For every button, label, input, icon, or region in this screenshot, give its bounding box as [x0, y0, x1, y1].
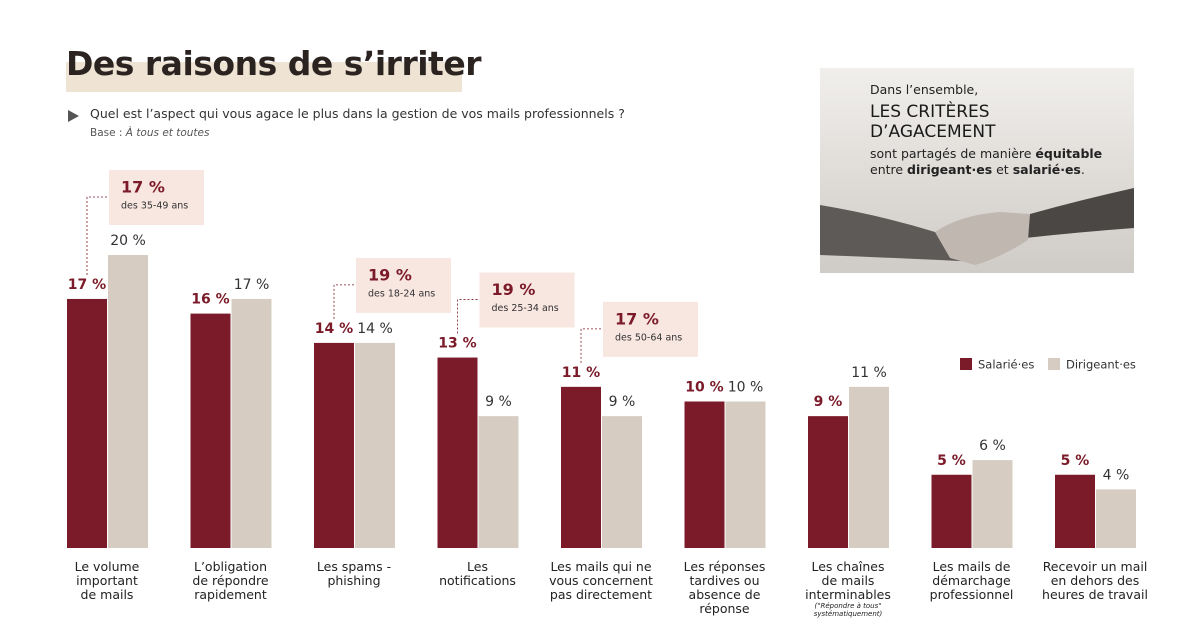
callout-text: des 35-49 ans	[121, 201, 188, 212]
title: Des raisons de s’irriter	[66, 44, 481, 83]
x-tick-label: Les spams - phishing	[316, 559, 392, 588]
side-panel: Dans l’ensemble, LES CRITÈRES D’AGACEMEN…	[870, 82, 1130, 178]
bar	[602, 416, 642, 548]
bullet	[68, 110, 79, 122]
panel-text: dirigeant·es	[907, 162, 993, 177]
bar	[314, 342, 354, 548]
panel-text: équitable	[1035, 146, 1103, 161]
value-label: 16 %	[191, 292, 229, 308]
x-tick-label: Recevoir un mail en dehors des heures de…	[1042, 559, 1148, 602]
bar	[931, 474, 972, 548]
x-tick-label: Les réponses tardives ou absence de répo…	[683, 559, 766, 616]
legend-swatch	[960, 358, 972, 370]
callout-value: 17 %	[615, 309, 659, 328]
callout-value: 19 %	[368, 265, 412, 284]
value-label: 11 %	[851, 365, 887, 381]
callout-box	[109, 170, 204, 225]
callout-line	[333, 284, 356, 319]
callout-value: 17 %	[121, 178, 165, 197]
x-tick-label: Les notifications	[439, 559, 516, 588]
bar	[808, 416, 848, 548]
callout-line	[457, 299, 480, 334]
bar	[478, 416, 519, 548]
subtitle: Quel est l’aspect qui vous agace le plus…	[90, 106, 625, 121]
panel-text: et	[992, 162, 1013, 177]
bar	[561, 386, 601, 548]
bar	[1055, 474, 1095, 548]
title-highlight	[66, 62, 462, 92]
panel-headline: LES CRITÈRES D’AGACEMENT	[870, 102, 996, 142]
sleeve-left	[820, 205, 985, 262]
bar	[684, 401, 725, 548]
panel-text: .	[1080, 162, 1085, 177]
bar	[108, 255, 148, 548]
panel-text: sont partagés de manière	[870, 146, 1036, 161]
x-tick-label: Les mails de démarchage professionnel	[929, 559, 1014, 602]
x-tick-label: Les chaînes de mails interminables ("Répo…	[788, 560, 908, 619]
bar	[972, 460, 1013, 548]
value-label: 20 %	[110, 233, 146, 249]
value-label: 6 %	[979, 438, 1006, 454]
base-text: À tous et toutes	[125, 127, 210, 139]
x-tick-label: Les mails qui ne vous concernent pas dir…	[549, 559, 653, 602]
value-label: 9 %	[814, 394, 843, 410]
value-label: 17 %	[68, 277, 106, 293]
base-label: Base :	[90, 127, 123, 139]
category-note: ("Répondre à tous" systématiquement)	[813, 602, 883, 618]
value-label: 5 %	[1061, 453, 1090, 469]
bar	[190, 313, 231, 548]
bar	[725, 401, 766, 548]
value-label: 13 %	[438, 336, 476, 352]
callout-value: 19 %	[492, 280, 536, 299]
legend-label: Salarié·es	[978, 358, 1034, 372]
value-label: 11 %	[562, 365, 600, 381]
value-label: 14 %	[357, 321, 393, 337]
callout-box	[356, 257, 451, 313]
panel-intro: Dans l’ensemble,	[870, 82, 979, 97]
panel-body: sont partagés de manière équitable entre…	[870, 146, 1130, 178]
value-label: 4 %	[1103, 467, 1130, 483]
base: Base : À tous et toutes	[90, 127, 209, 139]
value-label: 14 %	[315, 321, 353, 337]
value-label: 10 %	[685, 380, 723, 396]
hands	[935, 212, 1030, 265]
callout-line	[580, 328, 603, 363]
x-tick-label: Le volume important de mails	[74, 559, 140, 602]
value-label: 10 %	[728, 380, 764, 396]
bar	[437, 357, 478, 548]
value-label: 9 %	[485, 394, 512, 410]
bar	[355, 342, 395, 548]
bar	[849, 386, 889, 548]
legend-swatch	[1048, 358, 1060, 370]
callout-box	[603, 301, 698, 357]
value-label: 17 %	[234, 277, 270, 293]
callout-text: des 25-34 ans	[492, 303, 559, 314]
callout-text: des 18-24 ans	[368, 288, 435, 299]
panel-text: entre	[870, 162, 908, 177]
callout-box	[479, 272, 575, 328]
callout-line	[86, 196, 109, 275]
sleeve-right	[1025, 188, 1134, 238]
bar	[231, 298, 272, 548]
value-label: 9 %	[609, 394, 636, 410]
bar	[67, 298, 107, 548]
callout-text: des 50-64 ans	[615, 332, 682, 343]
value-label: 5 %	[937, 453, 966, 469]
x-tick-label: L’obligation de répondre rapidement	[192, 559, 269, 602]
panel-text: salarié·es	[1012, 162, 1081, 177]
legend-label: Dirigeant·es	[1066, 358, 1136, 372]
bar	[1096, 489, 1136, 548]
